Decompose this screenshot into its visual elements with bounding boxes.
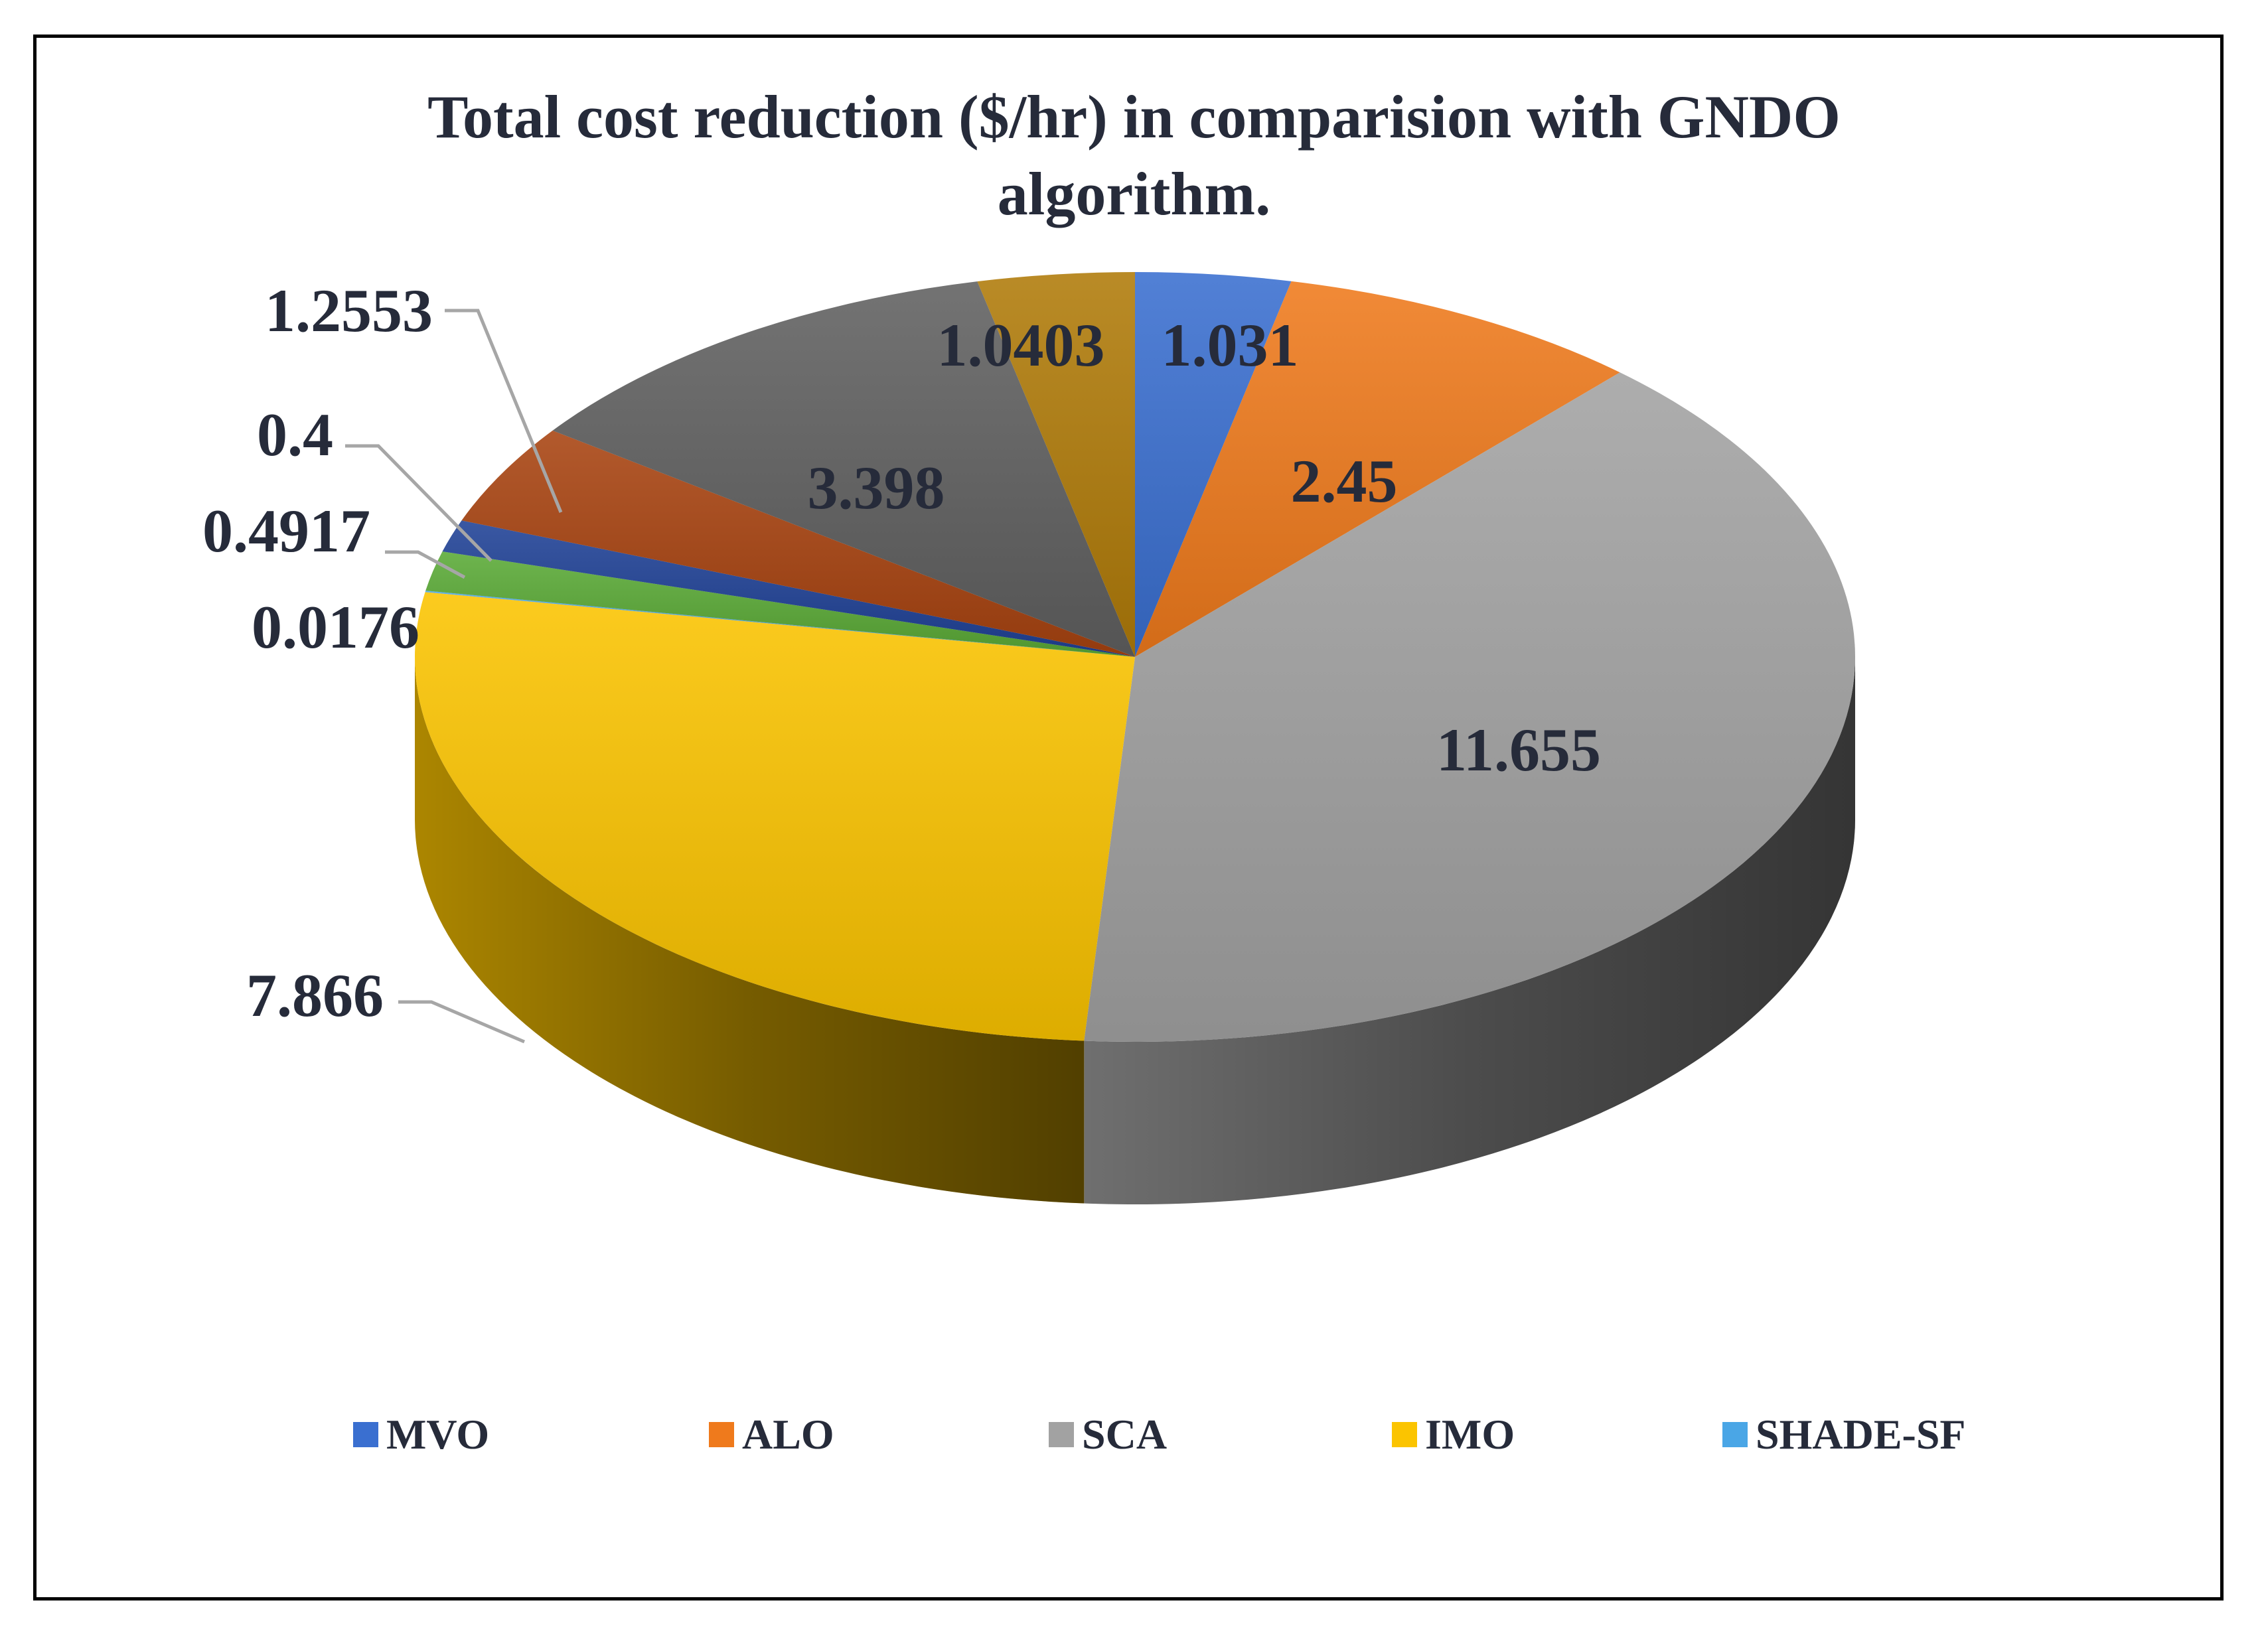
pie-side-walls: [415, 657, 1855, 1205]
pie-wall-imo-shade: [415, 657, 1085, 1204]
leader-line-3: [398, 1000, 525, 1044]
pie-slice-sca-shade: [1084, 372, 1856, 1042]
legend-swatch-alo: [709, 1422, 734, 1447]
pie-slice-imo-shade: [415, 592, 1135, 1041]
legend-swatch-sca: [1049, 1422, 1074, 1447]
pie-slice-mvo-shade: [1135, 272, 1292, 657]
data-label-0-4917-5: 0.4917: [202, 497, 370, 565]
data-labels: 1.031 2.45 11.655 7.866 0.0176 0.4917 0.4 1.255…: [202, 277, 1601, 1029]
leader-lines: [345, 309, 563, 1044]
pie-slice-shade-sf-shade: [425, 591, 1135, 657]
legend-swatch-shade-sf: [1722, 1422, 1748, 1447]
pie-slice-alo-shade: [1135, 281, 1620, 658]
pie-slice-1-2553-shade: [461, 430, 1135, 657]
legend-swatch-mvo: [353, 1422, 378, 1447]
data-label-alo-1: 2.45: [1291, 447, 1398, 515]
data-label-0-4-6: 0.4: [257, 401, 333, 468]
leader-line-7: [445, 309, 563, 513]
chart-title-line-2: algorithm.: [997, 160, 1271, 228]
pie-slice-0-4-shade: [442, 520, 1136, 657]
leader-line-5: [385, 550, 466, 579]
chart-title: Total cost reduction ($/hr) in comparisi…: [0, 78, 2268, 232]
chart-title-line-1: Total cost reduction ($/hr) in comparisi…: [427, 83, 1841, 151]
legend-item-imo: IMO: [1392, 1408, 1515, 1461]
legend-item-mvo: MVO: [353, 1408, 489, 1461]
legend-label-alo: ALO: [742, 1411, 834, 1458]
legend-swatch-imo: [1392, 1422, 1417, 1447]
chart-legend: MVO ALO SCA IMO SHADE-SF: [0, 1408, 2268, 1461]
legend-item-sca: SCA: [1049, 1408, 1167, 1461]
data-label-3-398-8: 3.398: [808, 454, 945, 522]
data-label-shade-sf-4: 0.0176: [252, 593, 419, 661]
pie-top-faces: [415, 272, 1856, 1042]
data-label-sca-2: 11.655: [1436, 716, 1601, 784]
pie-slice-0-4917-shade: [425, 551, 1136, 657]
leader-line-6: [345, 444, 492, 562]
data-label-mvo-0: 1.031: [1162, 311, 1299, 379]
legend-label-mvo: MVO: [386, 1411, 490, 1458]
legend-label-shade-sf: SHADE-SF: [1756, 1411, 1966, 1458]
legend-label-sca: SCA: [1082, 1411, 1168, 1458]
pie-slice-3-398-shade: [552, 281, 1135, 657]
data-label-1-0403-9: 1.0403: [937, 311, 1105, 379]
legend-label-imo: IMO: [1425, 1411, 1515, 1458]
data-label-1-2553-7: 1.2553: [265, 277, 433, 344]
data-label-imo-3: 7.866: [246, 961, 384, 1029]
pie-slice-1-0403-shade: [977, 272, 1135, 657]
pie-wall-sca-shade: [1084, 657, 1855, 1205]
legend-item-alo: ALO: [709, 1408, 834, 1461]
legend-item-shade-sf: SHADE-SF: [1722, 1408, 1966, 1461]
